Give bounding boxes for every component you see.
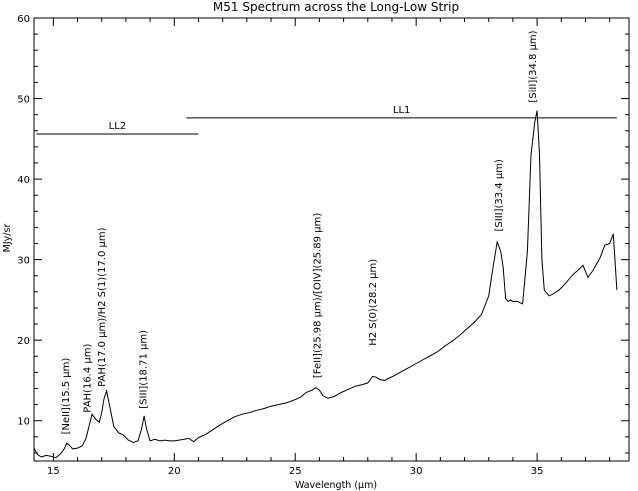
y-tick-label: 30	[17, 256, 30, 267]
plot-frame	[33, 17, 630, 462]
line-annotation: PAH(16.4 μm)	[83, 343, 94, 412]
line-annotation: [NeII](15.5 μm)	[61, 358, 72, 435]
x-tick-label: 15	[47, 466, 60, 477]
line-annotation: [SIII](33.4 μm)	[494, 159, 505, 231]
range-label-ll1: LL1	[393, 105, 411, 116]
line-annotation: [FeII](25.98 μm)/[OIV](25.89 μm)	[313, 213, 324, 378]
range-label-ll2: LL2	[109, 121, 127, 132]
y-tick-label: 40	[17, 175, 30, 186]
x-tick-label: 25	[289, 466, 302, 477]
spectrum-line	[33, 110, 618, 459]
y-tick-label: 20	[17, 336, 30, 347]
y-tick-label: 50	[17, 95, 30, 106]
line-annotation: H2 S(0)(28.2 μm)	[368, 259, 379, 346]
chart-title: M51 Spectrum across the Long-Low Strip	[213, 0, 459, 14]
y-tick-label: 60	[17, 14, 30, 25]
x-tick-label: 35	[531, 466, 544, 477]
line-annotation: [SiII](34.8 μm)	[528, 30, 539, 102]
x-tick-label: 30	[410, 466, 423, 477]
line-annotation: [SIII](18.71 μm)	[139, 330, 150, 409]
x-tick-label: 20	[168, 466, 181, 477]
line-annotation: PAH(17.0 μm)/H2 S(1)(17.0 μm)	[97, 227, 108, 386]
x-axis-label: Wavelength (μm)	[295, 480, 377, 491]
y-tick-label: 10	[17, 417, 30, 428]
y-axis-label: MJy/sr	[2, 224, 13, 253]
plot-area: 15 20 25 30 35 10 20 30 40 50 60 LL2 LL1 [NeII](15.5 …	[17, 14, 630, 477]
